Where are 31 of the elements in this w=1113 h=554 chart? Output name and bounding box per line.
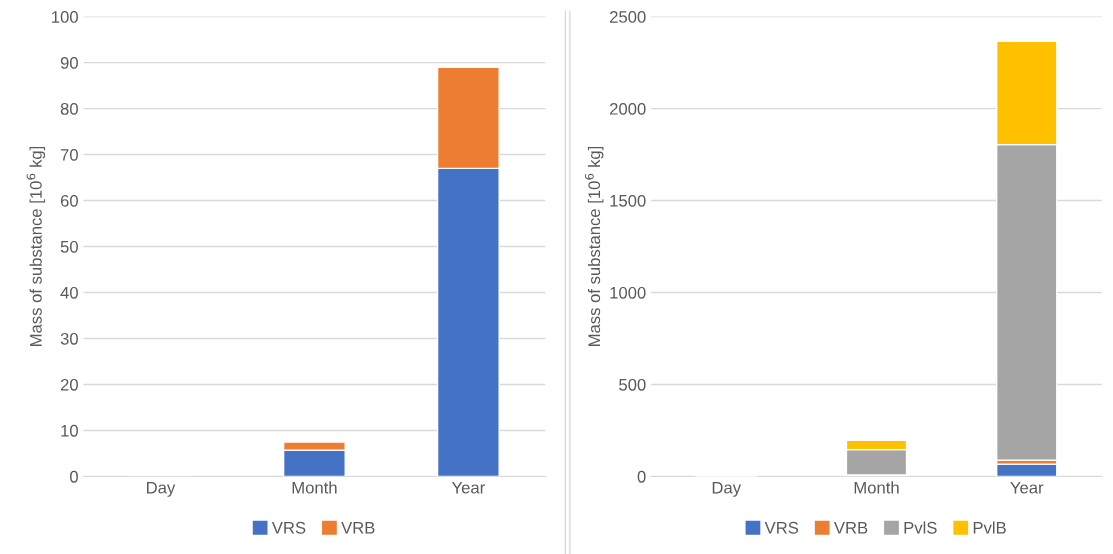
y-tick-label: 100	[52, 11, 78, 23]
x-tick-label: Year	[451, 481, 485, 494]
y-tick-label: 90	[60, 57, 78, 69]
legend-label: VRB	[833, 522, 868, 534]
y-tick-label: 2500	[610, 11, 646, 23]
legend-label: VRB	[341, 522, 375, 534]
x-tick-label: Day	[712, 481, 742, 497]
legend-label: VRS	[271, 521, 306, 534]
x-tick-label: Month	[292, 481, 337, 494]
y-axis-title: Mass of substance [10$^{6}$ kg]	[584, 146, 604, 346]
x-tick-label: Month	[854, 481, 899, 494]
y-tick-label: 40	[60, 286, 78, 299]
y-tick-label: 0	[637, 470, 646, 483]
y-tick-label: 0	[70, 470, 78, 483]
y-axis-title: Mass of substance [10$^{6}$ kg]	[26, 146, 46, 346]
y-tick-label: 1000	[610, 286, 646, 299]
y-tick-label: 1500	[610, 194, 646, 207]
y-tick-label: 70	[60, 148, 78, 161]
legend-label: PvlS	[904, 521, 937, 534]
y-tick-label: 60	[60, 194, 78, 207]
legend-label: VRS	[764, 521, 799, 534]
y-tick-label: 50	[60, 240, 78, 253]
legend-label: PvlB	[973, 521, 1006, 534]
y-tick-label: 80	[60, 102, 78, 115]
x-tick-label: Year	[1010, 481, 1044, 494]
y-tick-label: 2000	[610, 102, 646, 115]
y-tick-label: 10	[61, 424, 78, 437]
x-tick-label: Day	[147, 481, 176, 497]
y-tick-label: 500	[619, 378, 646, 391]
y-tick-label: 30	[60, 332, 78, 345]
y-tick-label: 20	[60, 378, 78, 391]
